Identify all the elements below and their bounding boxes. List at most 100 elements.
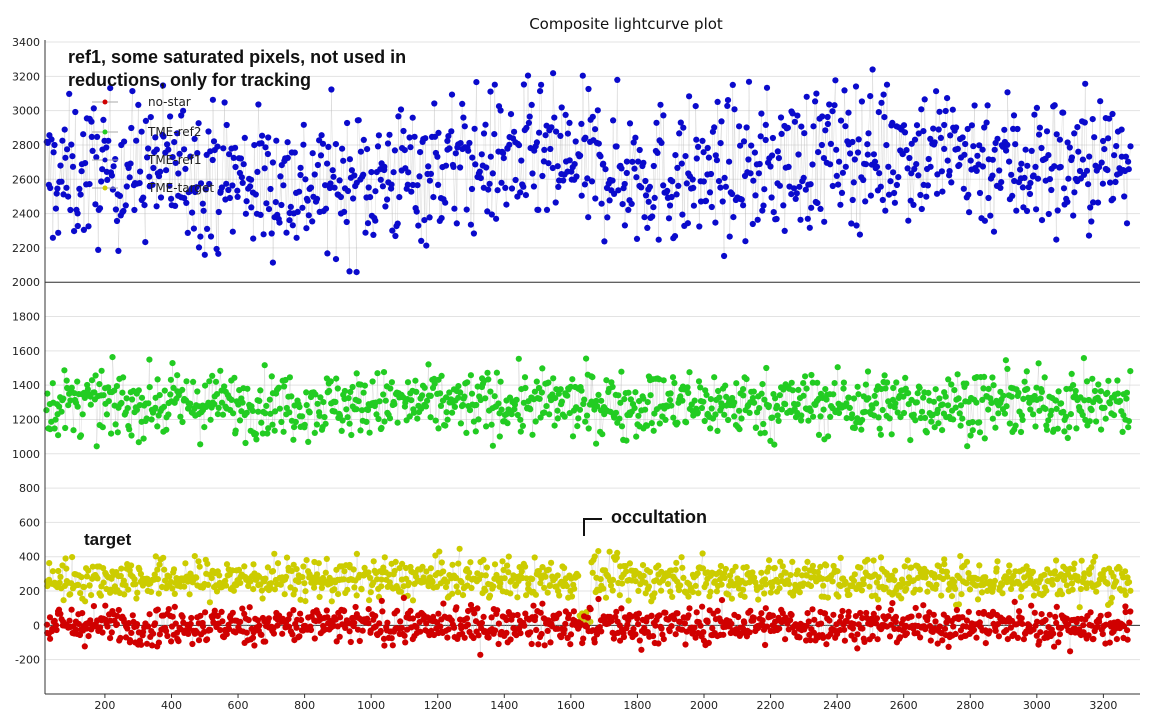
data-point [656,420,663,427]
data-point [539,365,546,372]
data-point [188,614,195,622]
data-point [1051,568,1059,575]
data-point [852,613,860,620]
data-point [52,416,59,423]
data-point [292,418,299,426]
data-point [172,202,179,209]
data-point [740,386,747,393]
data-point [181,583,188,590]
data-point [924,588,931,595]
data-point [477,651,484,658]
data-point [300,121,307,128]
data-point [114,429,121,436]
data-point [455,394,462,401]
data-point [360,389,367,396]
data-point [348,167,355,174]
data-point [484,208,491,215]
data-point [570,608,578,615]
data-point [353,406,360,413]
data-point [425,361,432,368]
data-point [302,598,309,605]
data-point [760,420,767,428]
data-point [217,627,224,634]
data-point [708,405,715,412]
data-point [243,629,250,636]
data-point [814,569,821,576]
data-point [60,191,67,198]
data-point [463,206,470,213]
data-point [1036,131,1043,138]
data-point [47,635,54,642]
data-point [195,637,203,644]
data-point [728,620,735,627]
data-point [966,209,973,216]
data-point [68,606,75,613]
data-point [195,120,202,127]
data-point [673,559,680,566]
data-point [117,634,124,642]
data-point [76,185,83,192]
data-point [122,582,129,589]
data-point [480,613,487,621]
data-point [369,378,376,385]
data-point [548,559,555,566]
data-point [770,209,777,216]
data-point [908,564,915,571]
data-point [174,130,181,137]
data-point [223,631,230,638]
data-point [918,205,925,213]
legend-marker [102,157,108,163]
data-point [1127,608,1134,615]
data-point [134,589,141,596]
data-point [470,418,477,425]
data-point [140,435,147,442]
data-point [234,187,241,194]
data-point [523,592,530,599]
data-point [340,576,347,583]
data-point [474,605,481,612]
data-point [903,147,910,154]
data-point [405,169,412,176]
data-point [575,415,582,422]
data-point [331,586,338,593]
data-point [435,425,442,432]
data-point [182,560,189,567]
data-point [179,386,186,393]
data-point [883,81,891,88]
data-point [504,562,511,569]
data-point [860,176,867,184]
data-point [137,168,144,175]
data-point [453,604,460,611]
data-point [488,421,495,428]
data-point [230,587,237,594]
data-point [453,220,460,227]
data-point [1018,615,1025,622]
data-point [690,184,697,191]
data-point [381,163,388,170]
data-point [854,631,861,638]
data-point [792,621,799,628]
data-point [401,147,408,154]
data-point [867,93,874,100]
data-point [349,383,356,391]
data-point [884,571,891,579]
data-point [168,638,175,645]
data-point [303,557,310,564]
data-point [801,130,808,137]
data-point [1018,160,1025,167]
data-point [733,380,740,387]
data-point [562,620,569,628]
data-point [284,139,291,146]
data-point [230,410,237,417]
data-point [994,558,1001,565]
data-point [206,378,213,385]
data-point [725,416,732,424]
data-point [939,427,946,434]
data-point [1105,377,1112,384]
data-point [350,195,357,202]
data-point [272,199,279,206]
data-point [392,232,399,240]
data-point [530,183,538,190]
data-point [264,430,271,437]
data-point [54,185,61,192]
